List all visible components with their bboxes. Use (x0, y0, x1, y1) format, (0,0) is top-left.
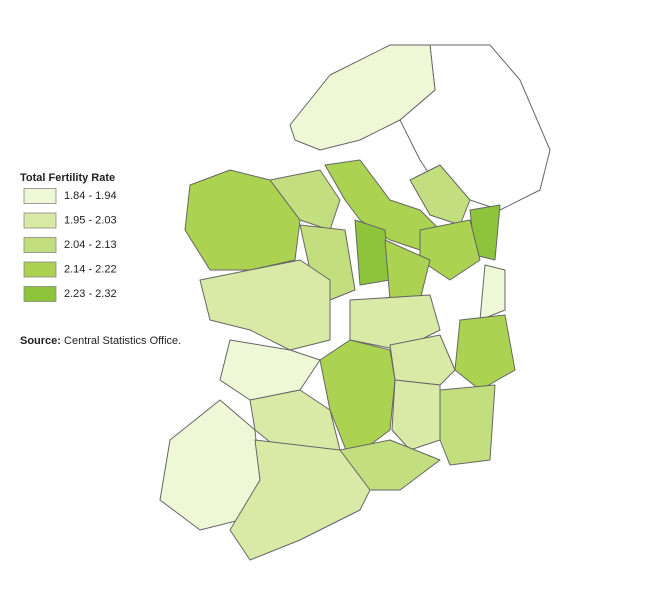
legend-title: Total Fertility Rate (20, 172, 115, 184)
legend: 1.84 - 1.94 1.95 - 2.03 2.04 - 2.13 2.14 - … (23, 188, 117, 302)
county (419, 219, 481, 281)
county (409, 164, 471, 226)
legend-label: 1.95 - 2.03 (64, 214, 117, 226)
county (479, 264, 506, 321)
legend-swatch (23, 237, 57, 253)
county (391, 379, 441, 451)
source-prefix: Source: (20, 335, 61, 347)
county (184, 169, 301, 271)
legend-label: 1.84 - 1.94 (64, 190, 117, 202)
county (299, 224, 356, 301)
legend-swatch (23, 261, 57, 278)
legend-label: 2.14 - 2.22 (64, 263, 117, 275)
county (269, 169, 341, 231)
legend-swatch (23, 212, 57, 229)
county (219, 339, 321, 401)
county (439, 384, 496, 466)
source-text: Central Statistics Office. (64, 335, 181, 347)
county (339, 439, 441, 491)
county (354, 219, 391, 286)
legend-swatch (23, 286, 57, 302)
county (289, 44, 436, 151)
legend-label: 2.04 - 2.13 (64, 239, 117, 251)
county (454, 314, 516, 391)
legend-swatch (23, 188, 57, 204)
source: Source: Central Statistics Office. (20, 335, 181, 347)
map (159, 44, 551, 561)
county (319, 339, 396, 461)
legend-label: 2.23 - 2.32 (64, 288, 117, 300)
county (199, 259, 331, 351)
